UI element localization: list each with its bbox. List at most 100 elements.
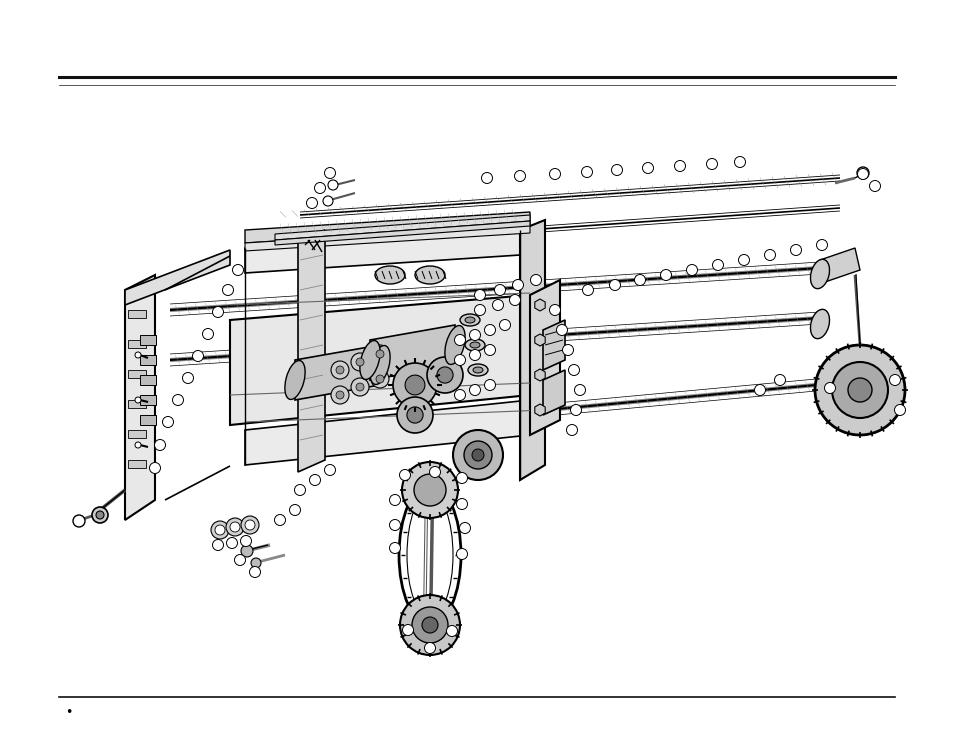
Circle shape bbox=[294, 485, 305, 495]
Circle shape bbox=[73, 515, 85, 527]
Circle shape bbox=[172, 395, 183, 405]
Circle shape bbox=[213, 539, 223, 551]
Circle shape bbox=[474, 289, 485, 300]
Circle shape bbox=[399, 595, 459, 655]
Bar bbox=[140, 335, 156, 345]
Circle shape bbox=[566, 424, 577, 435]
Circle shape bbox=[211, 521, 229, 539]
Circle shape bbox=[414, 474, 446, 506]
Ellipse shape bbox=[810, 259, 829, 289]
Circle shape bbox=[459, 523, 470, 534]
Circle shape bbox=[456, 548, 467, 559]
Circle shape bbox=[436, 367, 453, 383]
Polygon shape bbox=[125, 250, 230, 305]
Polygon shape bbox=[245, 400, 530, 465]
Circle shape bbox=[135, 397, 141, 403]
Circle shape bbox=[738, 255, 749, 266]
Circle shape bbox=[193, 351, 203, 362]
Circle shape bbox=[355, 383, 364, 391]
Ellipse shape bbox=[464, 339, 484, 351]
Circle shape bbox=[226, 537, 237, 548]
Circle shape bbox=[763, 249, 775, 261]
Bar bbox=[128, 460, 146, 468]
Circle shape bbox=[706, 159, 717, 170]
Circle shape bbox=[469, 329, 480, 340]
Circle shape bbox=[659, 269, 671, 280]
Circle shape bbox=[888, 374, 900, 385]
Circle shape bbox=[509, 294, 520, 306]
Bar bbox=[128, 400, 146, 408]
Circle shape bbox=[323, 196, 333, 206]
Circle shape bbox=[686, 264, 697, 275]
Circle shape bbox=[328, 180, 337, 190]
Ellipse shape bbox=[359, 340, 379, 379]
Circle shape bbox=[324, 168, 335, 179]
Circle shape bbox=[674, 160, 685, 171]
Circle shape bbox=[454, 390, 465, 401]
Circle shape bbox=[454, 354, 465, 365]
Circle shape bbox=[484, 379, 495, 390]
Ellipse shape bbox=[375, 266, 405, 284]
Circle shape bbox=[154, 440, 165, 450]
Circle shape bbox=[454, 334, 465, 345]
Circle shape bbox=[574, 384, 585, 396]
Circle shape bbox=[712, 260, 722, 271]
Circle shape bbox=[351, 378, 369, 396]
Bar bbox=[140, 375, 156, 385]
Circle shape bbox=[427, 357, 462, 393]
Circle shape bbox=[375, 350, 384, 358]
Circle shape bbox=[274, 514, 285, 525]
Circle shape bbox=[424, 643, 435, 654]
Ellipse shape bbox=[464, 317, 475, 323]
Circle shape bbox=[91, 507, 108, 523]
Circle shape bbox=[393, 363, 436, 407]
Polygon shape bbox=[245, 212, 530, 243]
Circle shape bbox=[412, 607, 448, 643]
Circle shape bbox=[469, 384, 480, 396]
Circle shape bbox=[150, 463, 160, 474]
Ellipse shape bbox=[468, 364, 488, 376]
Circle shape bbox=[894, 404, 904, 415]
Bar bbox=[128, 430, 146, 438]
Circle shape bbox=[234, 554, 245, 565]
Bar bbox=[140, 395, 156, 405]
Circle shape bbox=[734, 156, 744, 168]
Circle shape bbox=[222, 285, 233, 295]
Circle shape bbox=[463, 441, 492, 469]
Circle shape bbox=[446, 626, 457, 636]
Circle shape bbox=[245, 520, 254, 530]
Ellipse shape bbox=[470, 342, 479, 348]
Circle shape bbox=[857, 168, 867, 179]
Circle shape bbox=[823, 382, 835, 393]
Circle shape bbox=[568, 365, 578, 376]
Circle shape bbox=[407, 407, 423, 423]
Bar bbox=[140, 355, 156, 365]
Ellipse shape bbox=[444, 325, 465, 365]
Circle shape bbox=[135, 352, 141, 358]
Circle shape bbox=[226, 518, 244, 536]
Circle shape bbox=[241, 545, 253, 557]
Circle shape bbox=[831, 362, 887, 418]
Circle shape bbox=[847, 378, 871, 402]
Circle shape bbox=[401, 462, 457, 518]
Circle shape bbox=[856, 167, 868, 179]
Circle shape bbox=[549, 305, 560, 316]
Bar bbox=[140, 415, 156, 425]
Circle shape bbox=[314, 182, 325, 193]
Circle shape bbox=[96, 511, 104, 519]
Circle shape bbox=[816, 240, 826, 250]
Circle shape bbox=[371, 370, 389, 388]
Circle shape bbox=[399, 469, 410, 480]
Ellipse shape bbox=[370, 345, 390, 384]
Circle shape bbox=[335, 391, 344, 399]
Circle shape bbox=[389, 494, 400, 506]
Circle shape bbox=[474, 305, 485, 316]
Circle shape bbox=[309, 475, 320, 486]
Polygon shape bbox=[370, 325, 455, 380]
Ellipse shape bbox=[459, 314, 479, 326]
Polygon shape bbox=[542, 370, 564, 415]
Text: •: • bbox=[65, 706, 72, 719]
Circle shape bbox=[582, 285, 593, 295]
Ellipse shape bbox=[810, 309, 829, 339]
Polygon shape bbox=[274, 215, 530, 240]
